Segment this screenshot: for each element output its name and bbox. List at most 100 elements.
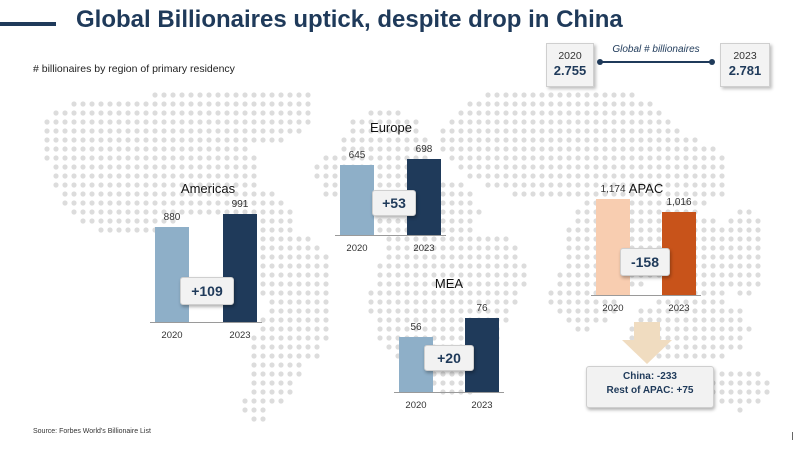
map-dot (170, 173, 176, 179)
map-dot (152, 155, 158, 161)
map-dot (188, 92, 194, 98)
map-dot (197, 128, 203, 134)
map-dot (746, 218, 752, 224)
map-dot (71, 137, 77, 143)
map-dot (557, 110, 563, 116)
map-dot (287, 263, 293, 269)
map-dot (467, 146, 473, 152)
map-dot (134, 119, 140, 125)
map-dot (170, 209, 176, 215)
map-dot (98, 119, 104, 125)
map-dot (512, 92, 518, 98)
map-dot (233, 200, 239, 206)
map-dot (485, 119, 491, 125)
map-dot (251, 137, 257, 143)
map-dot (665, 353, 671, 359)
map-dot (656, 308, 662, 314)
map-dot (260, 371, 266, 377)
map-dot (575, 110, 581, 116)
map-dot (584, 182, 590, 188)
map-dot (584, 92, 590, 98)
map-dot (656, 128, 662, 134)
map-dot (710, 263, 716, 269)
map-dot (494, 146, 500, 152)
map-dot (584, 119, 590, 125)
map-dot (170, 137, 176, 143)
map-dot (476, 290, 482, 296)
map-dot (116, 164, 122, 170)
map-dot (161, 191, 167, 197)
map-dot (98, 200, 104, 206)
map-dot (674, 317, 680, 323)
map-dot (233, 137, 239, 143)
map-dot (134, 200, 140, 206)
map-dot (647, 155, 653, 161)
map-dot (242, 110, 248, 116)
map-dot (467, 128, 473, 134)
map-dot (269, 227, 275, 233)
map-dot (125, 110, 131, 116)
map-dot (629, 92, 635, 98)
map-dot (107, 173, 113, 179)
map-dot (575, 101, 581, 107)
map-dot (593, 299, 599, 305)
map-dot (503, 146, 509, 152)
map-dot (269, 272, 275, 278)
map-dot (233, 164, 239, 170)
map-dot (602, 119, 608, 125)
map-dot (638, 191, 644, 197)
map-dot (206, 110, 212, 116)
map-dot (89, 110, 95, 116)
map-dot (755, 398, 761, 404)
map-dot (395, 227, 401, 233)
map-dot (53, 128, 59, 134)
map-dot (476, 137, 482, 143)
map-dot (278, 335, 284, 341)
map-dot (53, 155, 59, 161)
source-note: Source: Forbes World's Billionaire List (33, 428, 151, 435)
map-dot (404, 281, 410, 287)
map-dot (269, 137, 275, 143)
map-dot (332, 155, 338, 161)
map-dot (656, 209, 662, 215)
map-dot (503, 254, 509, 260)
map-dot (476, 245, 482, 251)
map-dot (539, 128, 545, 134)
apac-baseline (591, 295, 701, 296)
map-dot (206, 209, 212, 215)
map-dot (431, 290, 437, 296)
map-dot (494, 92, 500, 98)
map-dot (737, 398, 743, 404)
map-dot (449, 272, 455, 278)
map-dot (134, 128, 140, 134)
map-dot (242, 182, 248, 188)
map-dot (242, 101, 248, 107)
map-dot (476, 101, 482, 107)
map-dot (413, 137, 419, 143)
map-dot (584, 101, 590, 107)
map-dot (440, 317, 446, 323)
map-dot (206, 92, 212, 98)
map-dot (467, 110, 473, 116)
map-dot (557, 137, 563, 143)
map-dot (566, 281, 572, 287)
map-dot (206, 119, 212, 125)
map-dot (485, 236, 491, 242)
map-dot (305, 101, 311, 107)
map-dot (413, 317, 419, 323)
map-dot (80, 146, 86, 152)
map-dot (602, 137, 608, 143)
map-dot (287, 209, 293, 215)
map-dot (629, 335, 635, 341)
map-dot (620, 128, 626, 134)
map-dot (503, 110, 509, 116)
map-dot (701, 263, 707, 269)
map-dot (314, 164, 320, 170)
map-dot (683, 182, 689, 188)
map-dot (107, 119, 113, 125)
map-dot (215, 155, 221, 161)
map-dot (323, 272, 329, 278)
map-dot (458, 317, 464, 323)
map-dot (755, 380, 761, 386)
map-dot (701, 245, 707, 251)
